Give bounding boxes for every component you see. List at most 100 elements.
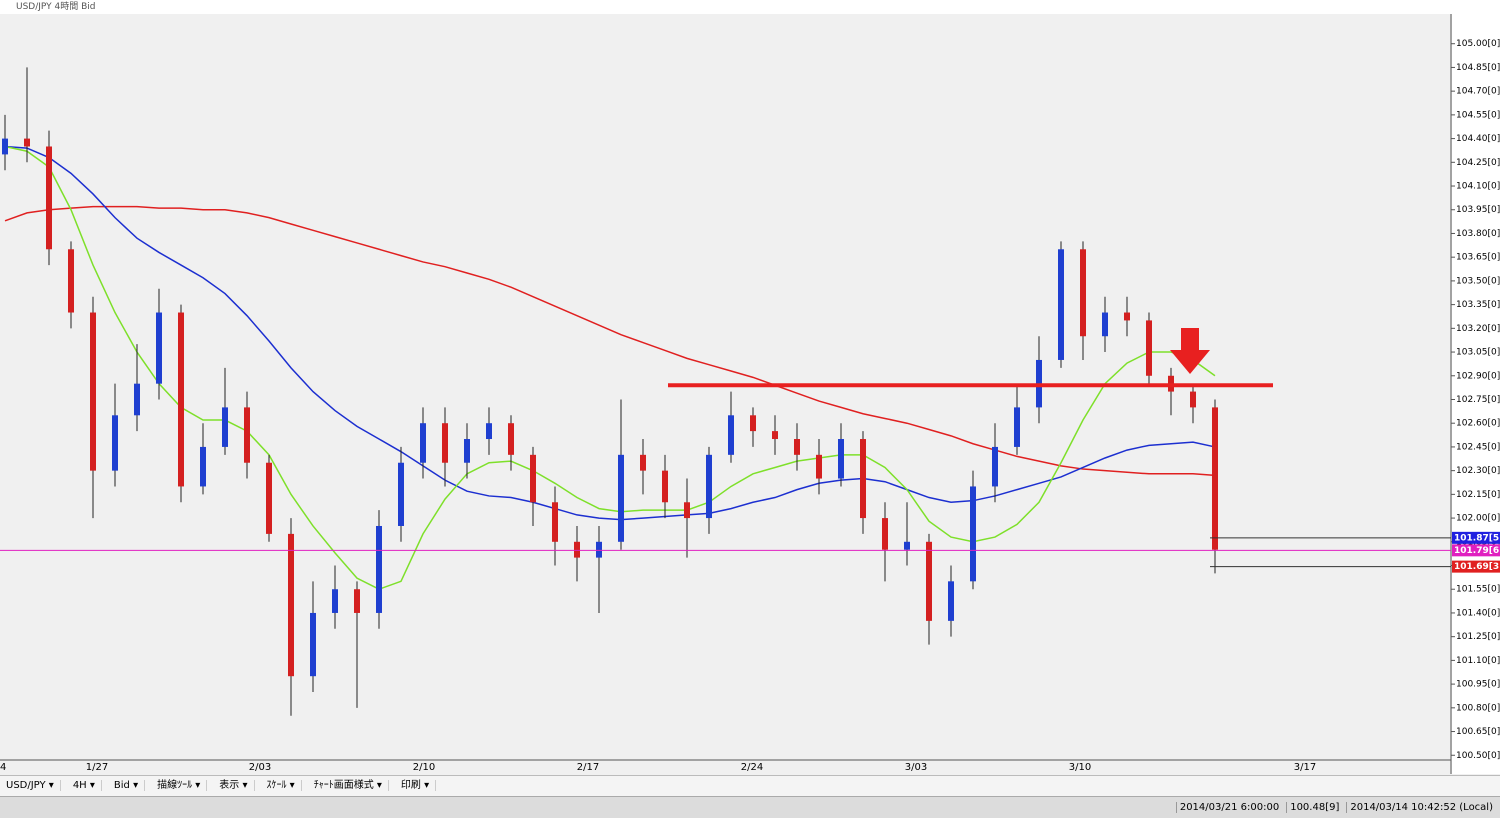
x-tick-label: 2/24 bbox=[741, 762, 763, 773]
candle-body bbox=[1014, 407, 1020, 447]
candle-body bbox=[46, 146, 52, 250]
toolbar-button[interactable]: USD/JPY ▾ bbox=[6, 780, 61, 791]
x-tick-label: 3/03 bbox=[905, 762, 927, 773]
candle-body bbox=[1102, 312, 1108, 337]
y-tick-label: 102.15[0] bbox=[1456, 490, 1500, 500]
candle-body bbox=[1124, 312, 1130, 321]
status-field: 2014/03/21 6:00:00 bbox=[1175, 802, 1283, 813]
candle-body bbox=[926, 541, 932, 621]
chart: 105.00[0] 104.85[0] 104.70[0] 104.55[0] 104.… bbox=[0, 14, 1500, 774]
x-tick-label: 3/17 bbox=[1294, 762, 1316, 773]
y-tick-label: 101.10[0] bbox=[1456, 656, 1500, 666]
x-tick-label: 4 bbox=[0, 762, 6, 773]
y-tick-label: 103.20[0] bbox=[1456, 324, 1500, 334]
price-axis bbox=[1452, 14, 1500, 774]
price-tag bbox=[1452, 531, 1500, 544]
y-tick-label: 101.40[0] bbox=[1456, 608, 1500, 618]
candle-body bbox=[684, 502, 690, 519]
candle-body bbox=[1080, 249, 1086, 337]
candle-body bbox=[376, 525, 382, 613]
y-tick-label: 100.65[0] bbox=[1456, 727, 1500, 737]
candle-body bbox=[90, 312, 96, 471]
candle-body bbox=[728, 415, 734, 455]
candle-body bbox=[640, 454, 646, 471]
price-tag-label: 101.79[6 bbox=[1454, 546, 1499, 556]
candle-body bbox=[860, 439, 866, 519]
candle-body bbox=[354, 589, 360, 613]
toolbar-button[interactable]: 4H ▾ bbox=[72, 780, 102, 791]
price-tag bbox=[1452, 560, 1500, 573]
y-tick-label: 103.35[0] bbox=[1456, 300, 1500, 310]
toolbar-button[interactable]: Bid ▾ bbox=[113, 780, 146, 791]
y-tick-label: 104.10[0] bbox=[1456, 182, 1500, 192]
candle-body bbox=[464, 439, 470, 463]
y-tick-label: 104.85[0] bbox=[1456, 63, 1500, 73]
toolbar-button[interactable]: 描線ﾂｰﾙ ▾ bbox=[157, 780, 208, 791]
y-tick-label: 103.65[0] bbox=[1456, 253, 1500, 263]
candle-body bbox=[24, 138, 30, 147]
candle-body bbox=[662, 470, 668, 503]
candle-body bbox=[706, 454, 712, 519]
candle-body bbox=[970, 486, 976, 582]
x-tick-label: 3/10 bbox=[1069, 762, 1091, 773]
candle-body bbox=[530, 454, 536, 503]
toolbar: USD/JPY ▾ 4H ▾ Bid ▾ 描線ﾂｰﾙ ▾ 表示 ▾ ｽｹｰﾙ ▾ ﾁｬｰﾄ画… bbox=[0, 775, 1500, 796]
toolbar-button[interactable]: ｽｹｰﾙ ▾ bbox=[266, 780, 302, 791]
y-tick-label: 104.40[0] bbox=[1456, 134, 1500, 144]
candle-body bbox=[772, 431, 778, 440]
candle-body bbox=[486, 423, 492, 440]
status-field: 100.48[9] bbox=[1286, 802, 1343, 813]
y-tick-label: 102.00[0] bbox=[1456, 514, 1500, 524]
y-tick-label: 103.80[0] bbox=[1456, 229, 1500, 239]
moving-average bbox=[4, 145, 1216, 591]
candle-body bbox=[156, 312, 162, 384]
candle-body bbox=[948, 581, 954, 621]
candle-body bbox=[68, 249, 74, 313]
title-bar: USD/JPY 4時間 Bid bbox=[0, 0, 1500, 14]
candle-body bbox=[288, 533, 294, 677]
toolbar-button[interactable]: 表示 ▾ bbox=[219, 780, 255, 791]
candle-body bbox=[552, 502, 558, 542]
candle-body bbox=[992, 446, 998, 487]
candle-body bbox=[420, 423, 426, 463]
candle-body bbox=[508, 423, 514, 455]
candle-body bbox=[222, 407, 228, 447]
y-tick-label: 103.95[0] bbox=[1456, 205, 1500, 215]
candle-body bbox=[398, 462, 404, 526]
candle-body bbox=[200, 446, 206, 487]
candle-body bbox=[244, 407, 250, 463]
candle-body bbox=[904, 541, 910, 550]
x-tick-label: 2/03 bbox=[249, 762, 271, 773]
candle-body bbox=[750, 415, 756, 432]
candle-body bbox=[178, 312, 184, 487]
candle-body bbox=[596, 541, 602, 558]
price-tag-label: 101.69[3 bbox=[1454, 562, 1499, 572]
y-tick-label: 102.60[0] bbox=[1456, 419, 1500, 429]
candle-body bbox=[1190, 391, 1196, 408]
status-bar: 2014/03/21 6:00:00 100.48[9] 2014/03/14 10… bbox=[0, 796, 1500, 818]
y-tick-label: 104.25[0] bbox=[1456, 158, 1500, 168]
y-tick-label: 104.70[0] bbox=[1456, 87, 1500, 97]
candle-body bbox=[816, 454, 822, 479]
price-tag bbox=[1452, 544, 1500, 557]
y-tick-label: 100.50[0] bbox=[1456, 751, 1500, 761]
arrow bbox=[1170, 328, 1210, 374]
y-tick-label: 105.00[0] bbox=[1456, 39, 1500, 49]
y-tick-label: 104.55[0] bbox=[1456, 110, 1500, 120]
candle-body bbox=[2, 138, 8, 155]
candle-body bbox=[134, 383, 140, 416]
candle-body bbox=[794, 439, 800, 455]
y-tick-label: 103.50[0] bbox=[1456, 276, 1500, 286]
candle-body bbox=[1212, 407, 1218, 550]
y-tick-label: 101.55[0] bbox=[1456, 585, 1500, 595]
candle-body bbox=[266, 462, 272, 534]
candle-body bbox=[574, 541, 580, 558]
y-tick-label: 102.30[0] bbox=[1456, 466, 1500, 476]
candle-body bbox=[882, 518, 888, 550]
candle-body bbox=[112, 415, 118, 471]
toolbar-button[interactable]: 印刷 ▾ bbox=[400, 780, 437, 791]
toolbar-button[interactable]: ﾁｬｰﾄ画面様式 ▾ bbox=[313, 780, 389, 791]
y-tick-label: 102.75[0] bbox=[1456, 395, 1500, 405]
x-tick-label: 2/10 bbox=[413, 762, 435, 773]
